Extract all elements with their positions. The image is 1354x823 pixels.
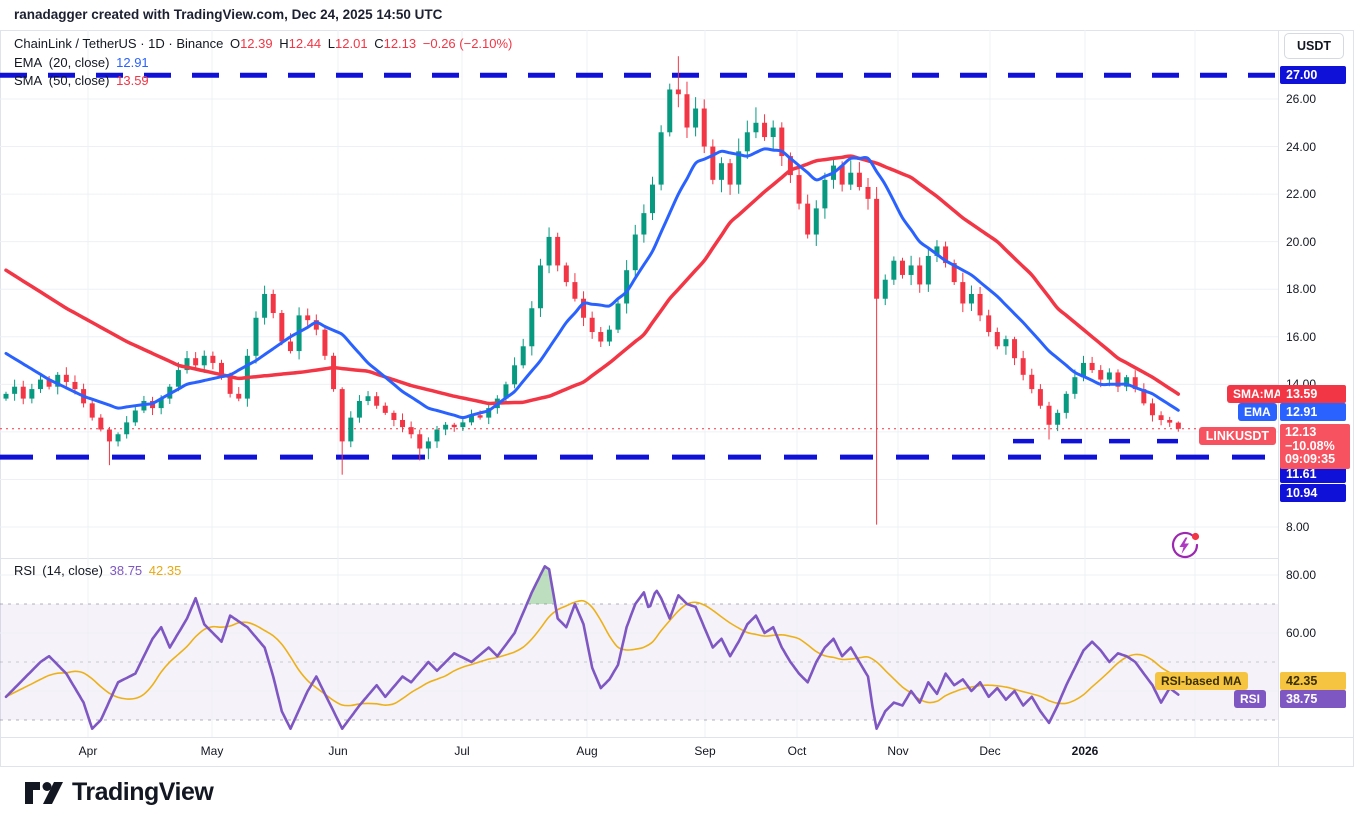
rsi-tick: 80.00 (1286, 568, 1317, 582)
rsi-value: 38.75 (109, 563, 143, 578)
tradingview-wordmark: TradingView (72, 778, 214, 806)
frame-top (0, 30, 1354, 31)
timeaxis-separator (0, 737, 1354, 738)
time-label: Dec (979, 744, 1001, 758)
time-label: Oct (787, 744, 807, 758)
ohlc-close: 12.13 (383, 36, 417, 51)
currency-unit-button[interactable]: USDT (1284, 33, 1344, 59)
symbol-price-badge: 12.13 −10.08% 09:09:35 (1280, 424, 1350, 469)
price-tick: 22.00 (1286, 187, 1317, 202)
sma-axis-badge: SMA:MA (1227, 385, 1291, 403)
sma-value: 13.59 (116, 73, 149, 88)
time-label: Apr (78, 744, 98, 758)
symbol-title: ChainLink / TetherUS · 1D · Binance (14, 36, 224, 51)
time-label: Aug (576, 744, 598, 758)
ohlc-high: 12.44 (288, 36, 322, 51)
price-tick: 18.00 (1286, 282, 1317, 297)
price-tick: 20.00 (1286, 234, 1317, 249)
last-price: 12.13 (1285, 425, 1317, 439)
support-major-badge: 10.94 (1280, 484, 1346, 502)
rsi-indicator-pane[interactable] (0, 558, 1278, 737)
price-chart-pane[interactable] (0, 30, 1278, 558)
price-tick: 26.00 (1286, 92, 1317, 106)
attribution-text: ranadagger created with TradingView.com,… (14, 7, 443, 22)
tradingview-logo[interactable]: TradingView (24, 778, 214, 807)
rsi-legend[interactable]: RSI (14, close) 38.75 42.35 (14, 563, 182, 578)
ohlc-low: 12.01 (335, 36, 368, 51)
rsi-ma-value: 42.35 (148, 563, 182, 578)
time-label: 2026 (1071, 744, 1099, 758)
pane-separator[interactable] (0, 558, 1278, 559)
ohlc-change: −0.26 (−2.10%) (422, 36, 513, 51)
tradingview-mark (25, 781, 63, 804)
rsi-axis-badge: RSI (1234, 690, 1269, 708)
sma-axis-value: 13.59 (1280, 385, 1346, 403)
time-label: Jul (454, 744, 470, 758)
support-minor-badge: 11.61 (1280, 465, 1346, 483)
rsi-ma-axis-value: 42.35 (1280, 672, 1346, 690)
symbol-price-badge-label: LINKUSDT (1198, 427, 1276, 445)
sma-legend[interactable]: SMA (50, close) 13.59 (14, 73, 149, 88)
time-label: Jun (328, 744, 348, 758)
time-label: Sep (694, 744, 716, 758)
price-tick: 8.00 (1286, 520, 1310, 534)
rsi-tick: 60.00 (1286, 626, 1317, 640)
ema-value: 12.91 (116, 55, 149, 70)
rsi-axis-value: 38.75 (1280, 690, 1346, 708)
price-tick: 16.00 (1286, 329, 1317, 344)
rsi-ma-axis-badge: RSI-based MA (1155, 672, 1251, 690)
symbol-legend[interactable]: ChainLink / TetherUS · 1D · Binance O12.… (14, 36, 513, 51)
ema-axis-value: 12.91 (1280, 403, 1346, 421)
frame-bottom (0, 766, 1354, 767)
ema-axis-badge: EMA (1238, 403, 1280, 421)
resistance-level-badge: 27.00 (1280, 66, 1346, 84)
frame-left (0, 30, 1, 766)
time-label: May (200, 744, 224, 758)
flash-alert-icon[interactable] (1166, 528, 1202, 564)
price-tick: 24.00 (1286, 139, 1317, 154)
ema-legend[interactable]: EMA (20, close) 12.91 (14, 55, 149, 70)
time-label: Nov (887, 744, 909, 758)
price-change-pct: −10.08% (1285, 438, 1335, 453)
ohlc-open: 12.39 (240, 36, 273, 51)
bar-countdown: 09:09:35 (1285, 452, 1336, 466)
